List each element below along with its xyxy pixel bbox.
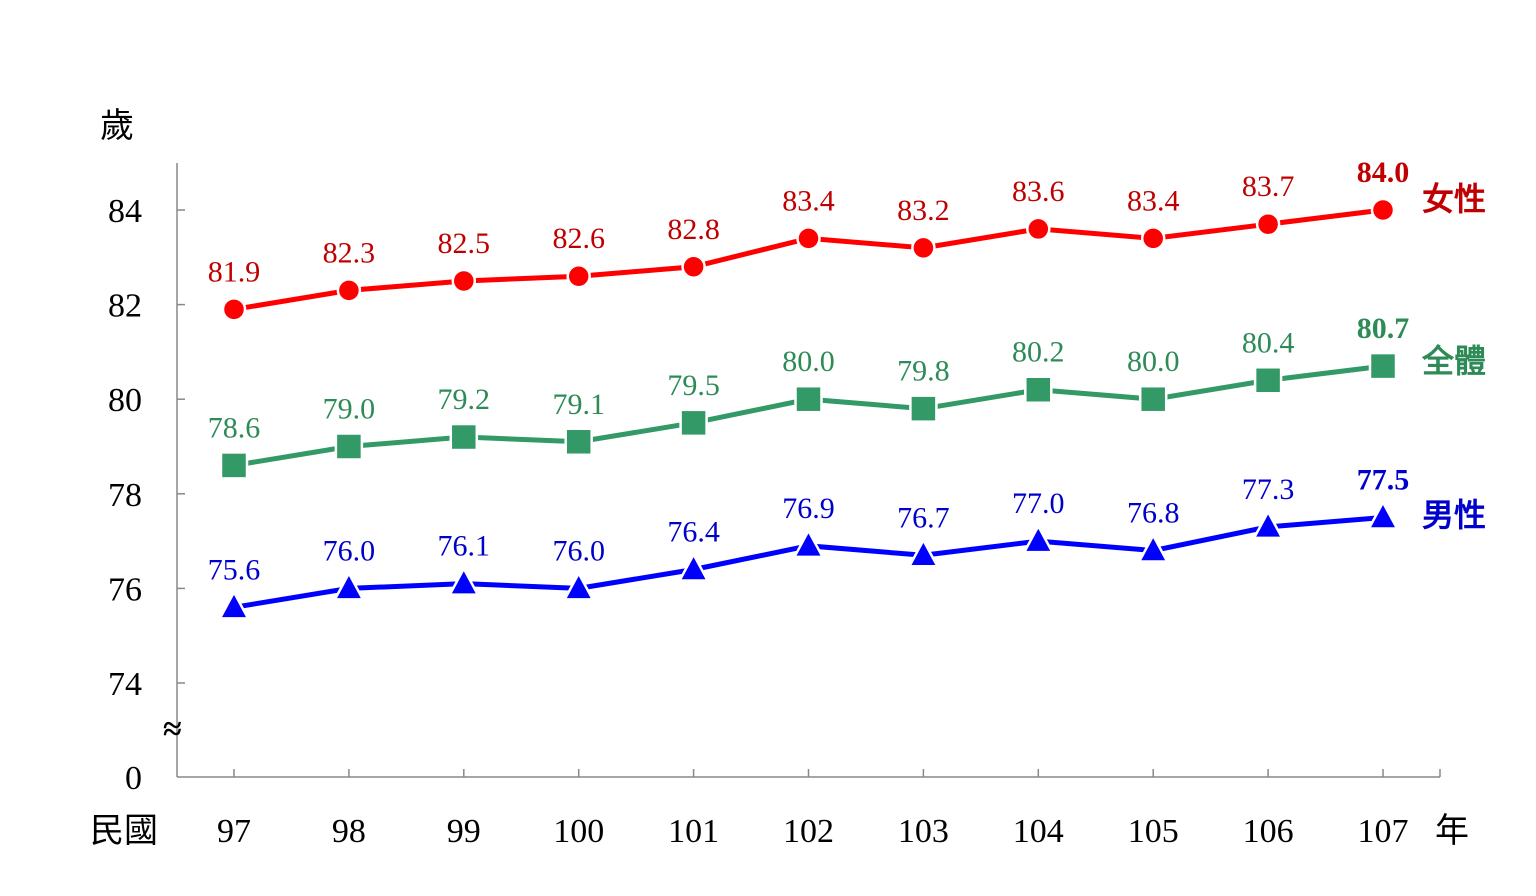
data-point-circle — [1255, 211, 1281, 237]
data-label: 79.1 — [552, 388, 605, 421]
axis-break-symbol: ≈ — [163, 711, 182, 748]
data-point-square — [1253, 366, 1283, 395]
y-tick-label: 78 — [108, 477, 142, 514]
data-point-triangle — [1366, 499, 1400, 530]
data-point-triangle — [792, 528, 825, 559]
data-label: 82.6 — [552, 222, 605, 255]
data-point-circle — [911, 235, 936, 261]
x-axis-prefix-label: 民國 — [90, 811, 158, 851]
data-point-square — [219, 451, 249, 480]
data-point-square — [679, 408, 708, 438]
data-point-square — [334, 432, 364, 461]
legend-label: 女性 — [1422, 180, 1486, 218]
x-tick-label: 97 — [217, 813, 251, 850]
data-label: 82.8 — [667, 213, 720, 246]
data-label: 79.8 — [897, 355, 950, 388]
data-point-triangle — [677, 551, 710, 582]
data-label: 76.8 — [1127, 497, 1180, 530]
data-label: 79.5 — [667, 369, 720, 402]
data-label: 80.2 — [1012, 336, 1065, 369]
data-label: 76.0 — [323, 534, 376, 567]
x-tick-label: 104 — [1013, 813, 1064, 850]
x-tick-label: 106 — [1243, 813, 1294, 850]
data-point-circle — [566, 263, 591, 289]
x-tick-label: 105 — [1128, 813, 1179, 850]
series-total: 78.6 79.0 79.2 79.1 79.5 80.0 79.8 80.2 80.0 80.4… — [208, 312, 1486, 480]
data-point-triangle — [562, 570, 595, 601]
series-male: 75.6 76.0 76.1 76.0 76.4 76.9 76.7 77.0 76.8 77.3… — [208, 463, 1486, 620]
data-label: 80.0 — [1127, 345, 1180, 378]
axes: 0 74 76 78 80 82 84 97 98 99 100 101 102 103 104 105 106… — [108, 163, 1441, 850]
y-tick-label: 0 — [125, 760, 142, 797]
y-tick-label: 84 — [108, 193, 142, 230]
x-tick-label: 102 — [783, 813, 834, 850]
data-point-square — [1138, 384, 1168, 414]
data-label: 76.4 — [667, 515, 720, 548]
data-label: 83.4 — [782, 184, 835, 217]
data-label: 76.0 — [552, 534, 605, 567]
series-line — [233, 207, 1384, 312]
data-point-circle — [451, 268, 477, 294]
x-tick-label: 98 — [332, 813, 366, 850]
data-point-square — [1368, 351, 1398, 381]
data-label: 83.6 — [1012, 175, 1065, 208]
data-point-triangle — [1252, 509, 1285, 540]
y-axis-unit-label: 歲 — [100, 106, 134, 146]
data-point-square — [564, 427, 593, 457]
legend-label: 全體 — [1421, 342, 1486, 380]
data-label: 75.6 — [208, 553, 261, 586]
series-line — [233, 363, 1384, 468]
data-label: 82.3 — [323, 236, 376, 269]
y-tick-label: 82 — [108, 288, 142, 325]
data-point-triangle — [1022, 523, 1055, 554]
data-point-square — [449, 422, 479, 452]
x-tick-label: 101 — [668, 813, 719, 850]
series-female: 81.9 82.3 82.5 82.6 82.8 83.4 83.2 83.6 83.4 83.7… — [208, 156, 1486, 322]
data-label: 79.2 — [438, 383, 491, 416]
data-label: 81.9 — [208, 255, 261, 288]
data-label: 82.5 — [438, 227, 491, 260]
x-axis-suffix-label: 年 — [1435, 811, 1469, 851]
series-group: 81.9 82.3 82.5 82.6 82.8 83.4 83.2 83.6 83.4 83.7… — [208, 156, 1486, 620]
x-tick-label: 103 — [898, 813, 949, 850]
data-label: 78.6 — [208, 411, 261, 444]
data-label: 80.0 — [782, 345, 835, 378]
data-point-circle — [681, 254, 706, 280]
data-label: 76.7 — [897, 501, 950, 534]
data-point-triangle — [907, 537, 940, 568]
x-tick-label: 100 — [553, 813, 604, 850]
x-tick-label: 107 — [1358, 813, 1409, 850]
data-point-circle — [1140, 226, 1166, 251]
data-label: 80.7 — [1357, 312, 1410, 345]
data-label: 76.9 — [782, 492, 835, 525]
y-tick-label: 76 — [108, 571, 142, 608]
data-point-circle — [221, 297, 247, 322]
data-point-circle — [1026, 216, 1051, 242]
x-tick-label: 99 — [447, 813, 481, 850]
legend-label: 男性 — [1422, 496, 1486, 534]
data-point-circle — [796, 226, 821, 251]
data-point-triangle — [1137, 532, 1170, 563]
y-tick-label: 80 — [108, 382, 142, 419]
data-point-triangle — [447, 566, 480, 596]
data-label: 77.5 — [1357, 463, 1410, 496]
data-label: 80.4 — [1242, 326, 1295, 359]
data-label: 77.3 — [1242, 473, 1295, 506]
data-point-square — [1024, 375, 1053, 404]
data-point-circle — [336, 278, 362, 303]
data-label: 83.4 — [1127, 184, 1180, 217]
data-label: 84.0 — [1357, 156, 1410, 189]
data-point-circle — [1370, 197, 1396, 223]
data-label: 83.7 — [1242, 170, 1295, 203]
data-point-square — [794, 384, 823, 414]
data-point-triangle — [332, 570, 365, 601]
data-point-triangle — [217, 589, 251, 620]
data-label: 79.0 — [323, 393, 376, 426]
data-label: 83.2 — [897, 194, 950, 227]
data-label: 77.0 — [1012, 487, 1065, 520]
data-point-square — [909, 394, 938, 423]
y-tick-label: 74 — [108, 666, 142, 703]
data-label: 76.1 — [438, 530, 491, 563]
